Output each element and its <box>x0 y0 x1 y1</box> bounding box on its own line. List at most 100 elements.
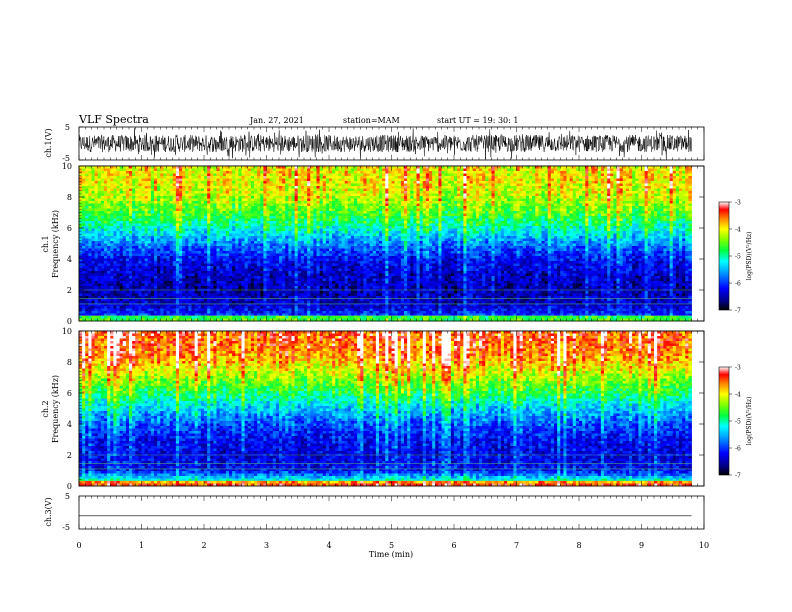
spectrogram-cell <box>88 221 92 224</box>
spectrogram-cell <box>395 221 399 224</box>
spectrogram-cell <box>307 186 311 189</box>
spectrogram-cell <box>463 224 467 227</box>
spectrogram-cell <box>113 174 117 177</box>
spectrogram-cell <box>332 196 336 199</box>
spectrogram-cell <box>113 169 117 172</box>
spectrogram-cell <box>642 196 646 199</box>
spectrogram-cell <box>235 166 239 169</box>
spectrogram-cell <box>495 174 499 177</box>
ch1-waveform-panel: 5 -5 ch.1(V) <box>44 123 704 163</box>
spectrogram-cell <box>113 196 117 199</box>
spectrogram-cell <box>145 196 149 199</box>
spectrogram-cell <box>348 176 352 179</box>
spectrogram-cell <box>142 196 146 199</box>
spectrogram-cell <box>579 209 583 212</box>
spectrogram-cell <box>82 214 86 217</box>
spectrogram-cell <box>438 179 442 182</box>
spectrogram-cell <box>420 221 424 224</box>
spectrogram-cell <box>304 176 308 179</box>
spectrogram-cell <box>135 191 139 194</box>
spectrogram-cell <box>126 214 130 217</box>
spectrogram-cell <box>448 171 452 174</box>
spectrogram-cell <box>129 169 133 172</box>
spectrogram-cell <box>410 194 414 197</box>
spectrogram-cell <box>463 206 467 209</box>
spectrogram-cell <box>345 189 349 192</box>
spectrogram-cell <box>188 199 192 202</box>
spectrogram-cell <box>235 181 239 184</box>
spectrogram-cell <box>417 211 421 214</box>
spectrogram-cell <box>542 179 546 182</box>
spectrogram-cell <box>435 194 439 197</box>
spectrogram-cell <box>545 196 549 199</box>
spectrogram-cell <box>295 209 299 212</box>
spectrogram-cell <box>132 196 136 199</box>
spectrogram-cell <box>648 224 652 227</box>
date-label: Jan. 27, 2021 <box>249 116 304 125</box>
spectrogram-cell <box>438 221 442 224</box>
spectrogram-cell <box>642 191 646 194</box>
spectrogram-cell <box>520 204 524 207</box>
spectrogram-cell <box>582 204 586 207</box>
spectrogram-cell <box>79 179 83 182</box>
spectrogram-cell <box>635 189 639 192</box>
spectrogram-cell <box>445 219 449 222</box>
spectrogram-cell <box>507 186 511 189</box>
spectrogram-cell <box>563 211 567 214</box>
spectrogram-cell <box>223 216 227 219</box>
spectrogram-cell <box>148 179 152 182</box>
spectrogram-cell <box>635 186 639 189</box>
spectrogram-cell <box>348 199 352 202</box>
spectrogram-cell <box>407 189 411 192</box>
spectrogram-cell <box>207 214 211 217</box>
spectrogram-cell <box>442 166 446 169</box>
spectrogram-cell <box>613 186 617 189</box>
spectrogram-cell <box>595 184 599 187</box>
spectrogram-cell <box>323 209 327 212</box>
spectrogram-cell <box>304 226 308 229</box>
spectrogram-cell <box>376 181 380 184</box>
spectrogram-cell <box>435 174 439 177</box>
spectrogram-cell <box>257 181 261 184</box>
spectrogram-cell <box>457 211 461 214</box>
spectrogram-cell <box>257 196 261 199</box>
spectrogram-cell <box>298 166 302 169</box>
spectrogram-cell <box>432 174 436 177</box>
spectrogram-cell <box>107 181 111 184</box>
spectrogram-cell <box>204 179 208 182</box>
spectrogram-cell <box>548 219 552 222</box>
spectrogram-cell <box>101 189 105 192</box>
spectrogram-cell <box>273 199 277 202</box>
spectrogram-cell <box>242 176 246 179</box>
spectrogram-cell <box>670 199 674 202</box>
spectrogram-cell <box>498 221 502 224</box>
spectrogram-cell <box>138 196 142 199</box>
spectrogram-cell <box>398 176 402 179</box>
spectrogram-cell <box>601 189 605 192</box>
spectrogram-cell <box>429 214 433 217</box>
spectrogram-cell <box>470 199 474 202</box>
spectrogram-cell <box>288 209 292 212</box>
spectrogram-cell <box>632 209 636 212</box>
spectrogram-cell <box>120 176 124 179</box>
spectrogram-cell <box>173 179 177 182</box>
spectrogram-cell <box>151 179 155 182</box>
spectrogram-cell <box>217 189 221 192</box>
spectrogram-cell <box>98 216 102 219</box>
spectrogram-cell <box>85 176 89 179</box>
spectrogram-cell <box>342 211 346 214</box>
spectrogram-cell <box>267 211 271 214</box>
spectrogram-cell <box>632 171 636 174</box>
spectrogram-cell <box>663 216 667 219</box>
spectrogram-cell <box>292 181 296 184</box>
spectrogram-cell <box>492 196 496 199</box>
spectrogram-cell <box>157 169 161 172</box>
spectrogram-cell <box>95 219 99 222</box>
spectrogram-cell <box>567 214 571 217</box>
spectrogram-cell <box>467 196 471 199</box>
spectrogram-cell <box>442 181 446 184</box>
spectrogram-cell <box>332 224 336 227</box>
spectrogram-cell <box>167 166 171 169</box>
spectrogram-cell <box>448 221 452 224</box>
spectrogram-cell <box>338 179 342 182</box>
